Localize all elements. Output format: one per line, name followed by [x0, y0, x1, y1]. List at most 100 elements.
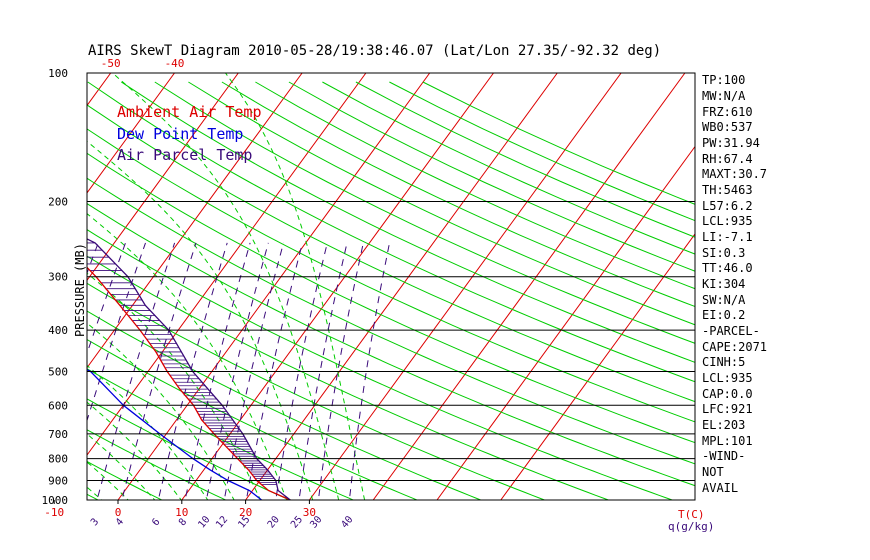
bottom-temp-label: -10: [44, 506, 64, 519]
profile-air-parcel-temp: [87, 238, 291, 500]
mixing-ratio-label: 20: [266, 514, 282, 530]
index-maxt: MAXT:30.7: [702, 167, 767, 181]
profile-dew-point-temp: [87, 368, 262, 500]
pressure-tick-label: 800: [48, 453, 68, 466]
mixing-ratio-line: [96, 242, 176, 500]
cape-hatch: [87, 242, 277, 485]
index-sw: SW:N/A: [702, 293, 746, 307]
parcel-header: -PARCEL-: [702, 324, 760, 338]
index-frz: FRZ:610: [702, 105, 753, 119]
pressure-tick-label: 1000: [42, 494, 69, 507]
moist-adiabat: [112, 73, 340, 500]
dry-adiabat: [288, 81, 695, 272]
legend-ambient: Ambient Air Temp: [117, 103, 262, 121]
moist-adiabat: [87, 272, 261, 500]
dry-adiabat: [87, 229, 674, 500]
isotherm-line: [87, 73, 175, 194]
bottom-temp-label: 0: [115, 506, 122, 519]
dry-adiabat: [87, 128, 695, 423]
index-mpl: MPL:101: [702, 434, 753, 448]
pressure-tick-label: 200: [48, 196, 68, 209]
moist-adiabat: [87, 433, 156, 500]
dry-adiabat: [87, 493, 100, 500]
index-tt: TT:46.0: [702, 261, 753, 275]
isotherm-line: [372, 73, 686, 500]
mixing-ratio-label: 10: [196, 514, 212, 530]
dry-adiabat: [322, 81, 695, 255]
mixing-ratio-label: 8: [177, 517, 189, 529]
dry-adiabat: [221, 81, 695, 308]
mixing-ratio-line: [245, 242, 303, 500]
index-rh: RH:67.4: [702, 152, 753, 166]
index-mw: MW:N/A: [702, 89, 746, 103]
isotherm-line: [500, 233, 695, 500]
dry-adiabat: [87, 177, 695, 465]
plot-area: [0, 73, 695, 509]
moist-adiabat-lines: [0, 73, 366, 509]
mixing-ratio-label: 12: [214, 514, 230, 530]
moist-adiabat: [225, 73, 366, 500]
dry-adiabat: [255, 81, 695, 290]
wind-not: NOT: [702, 465, 724, 479]
dry-adiabat-lines: [87, 81, 695, 500]
index-l57: L57:6.2: [702, 199, 753, 213]
pressure-tick-label: 600: [48, 399, 68, 412]
mixing-ratio-line: [348, 242, 390, 500]
isotherm-line: [87, 73, 303, 369]
legend-dewpoint: Dew Point Temp: [117, 125, 243, 143]
pressure-tick-label: 700: [48, 428, 68, 441]
wind-avail: AVAIL: [702, 481, 738, 495]
isotherm-line: [308, 73, 622, 500]
legend: Ambient Air Temp Dew Point Temp Air Parc…: [117, 103, 262, 164]
index-lcl: LCL:935: [702, 214, 753, 228]
wind-header: -WIND-: [702, 449, 745, 463]
dry-adiabat: [87, 81, 695, 383]
index-parcel-lcl: LCL:935: [702, 371, 753, 385]
moist-adiabat: [0, 73, 35, 509]
pressure-tick-label: 900: [48, 474, 68, 487]
top-temp-label: -40: [165, 57, 185, 70]
dry-adiabat: [422, 81, 695, 205]
index-wbo: WB0:537: [702, 120, 753, 134]
y-axis-label: PRESSURE (MB): [73, 243, 87, 337]
dry-adiabat: [87, 203, 695, 487]
mixing-ratio-unit-label: q(g/kg): [668, 520, 714, 533]
pressure-tick-label: 500: [48, 365, 68, 378]
bottom-temp-label: 20: [239, 506, 252, 519]
index-lfc: LFC:921: [702, 402, 753, 416]
dry-adiabat: [87, 255, 610, 500]
dry-adiabat: [389, 81, 695, 222]
bottom-temp-label: 30: [303, 506, 316, 519]
indices-panel: TP:100 MW:N/A FRZ:610 WB0:537 PW:31.94 R…: [702, 73, 767, 495]
index-ei: EI:0.2: [702, 308, 745, 322]
isotherm-line: [87, 73, 239, 282]
dry-adiabat: [87, 104, 695, 403]
dry-adiabat: [87, 152, 695, 444]
isotherm-line: [245, 73, 558, 500]
legend-parcel: Air Parcel Temp: [117, 146, 252, 164]
dry-adiabat: [87, 368, 355, 500]
isotherm-line: [87, 73, 367, 456]
chart-title: AIRS SkewT Diagram 2010-05-28/19:38:46.0…: [88, 43, 661, 59]
profile-ambient-air-temp: [87, 266, 291, 500]
mixing-ratio-line: [157, 242, 228, 500]
dry-adiabat: [87, 429, 227, 500]
plot-frame: [86, 72, 696, 501]
pressure-tick-label: 300: [48, 271, 68, 284]
mixing-ratio-label: 3: [89, 517, 101, 529]
mixing-ratio-line: [0, 243, 54, 509]
index-cape: CAPE:2071: [702, 340, 767, 354]
isotherm-line: [436, 145, 695, 500]
mixing-ratio-label: 40: [339, 514, 355, 530]
pressure-tick-label: 400: [48, 324, 68, 337]
profile-lines: [87, 238, 291, 500]
moist-adiabat: [87, 364, 209, 500]
mixing-ratio-line: [223, 242, 284, 500]
moist-adiabat: [87, 140, 314, 500]
pressure-tick-label: 100: [48, 67, 68, 80]
index-el: EL:203: [702, 418, 745, 432]
index-th: TH:5463: [702, 183, 753, 197]
dry-adiabat: [154, 81, 695, 344]
dry-adiabat: [121, 81, 695, 363]
